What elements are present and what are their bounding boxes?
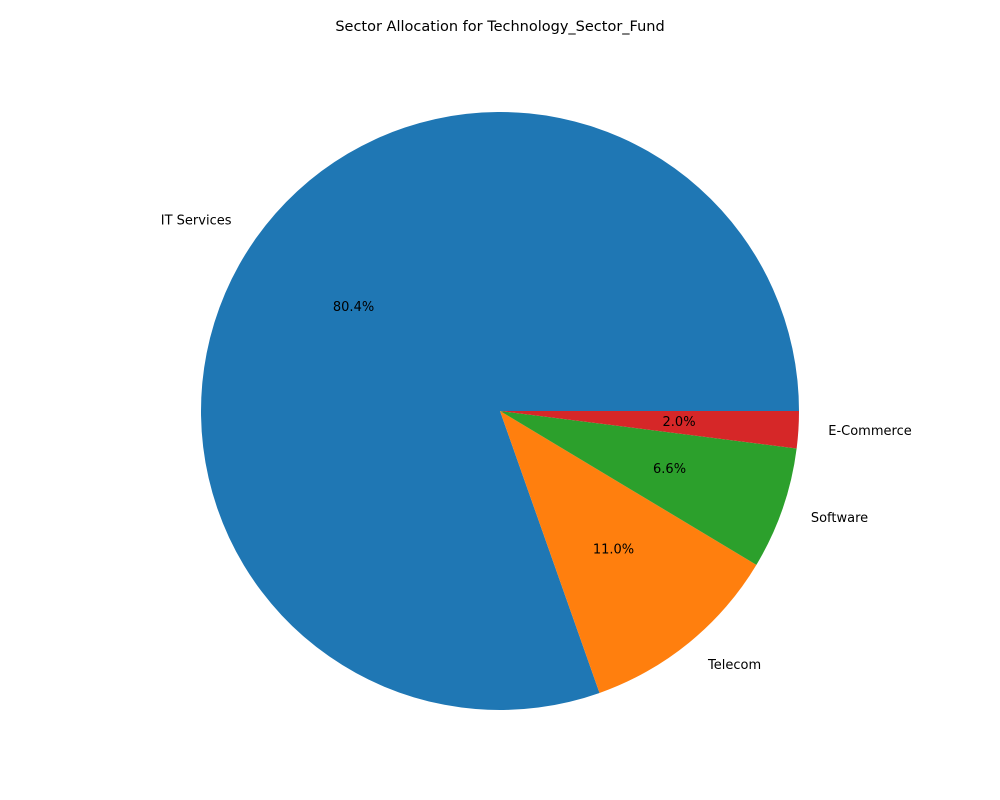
pie-slice-telecom xyxy=(500,411,757,693)
pie-slice-e-commerce xyxy=(500,411,800,449)
slice-percent-software: 6.6% xyxy=(653,462,686,477)
chart-title: Sector Allocation for Technology_Sector_… xyxy=(335,19,664,35)
pie-labels: IT Services 80.4% Telecom 11.0% Software 6.6%… xyxy=(161,214,912,674)
pie-slice-it-services xyxy=(201,112,799,711)
slice-label-telecom: Telecom xyxy=(707,658,761,673)
slice-percent-it-services: 80.4% xyxy=(333,300,374,315)
slice-percent-telecom: 11.0% xyxy=(593,542,634,557)
slice-label-software: Software xyxy=(811,511,868,526)
slice-label-e-commerce: E-Commerce xyxy=(828,424,911,439)
pie-slice-software xyxy=(500,411,797,565)
slice-percent-e-commerce: 2.0% xyxy=(663,415,696,430)
pie-slices xyxy=(201,112,800,711)
slice-label-it-services: IT Services xyxy=(161,214,232,229)
